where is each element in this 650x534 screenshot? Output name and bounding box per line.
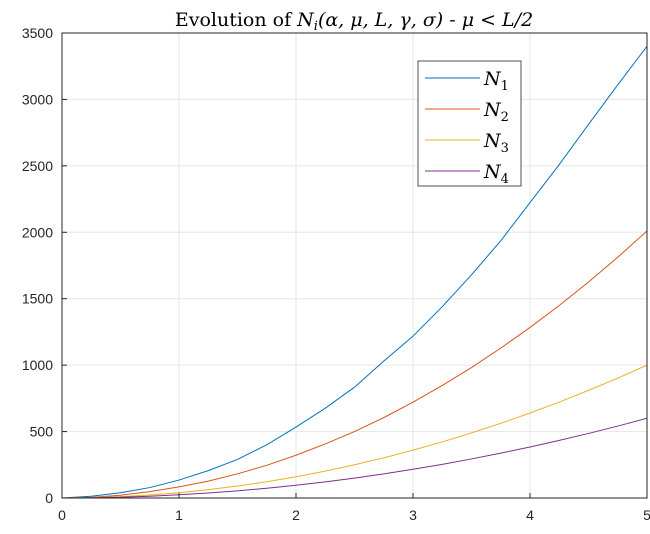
legend-label: N3 (483, 130, 509, 156)
x-tick-label: 1 (175, 507, 183, 523)
chart-title: Evolution of Ni(α, μ, L, γ, σ) - μ < L/2 (175, 9, 533, 34)
y-tick-label: 2000 (22, 224, 53, 240)
axis-ticks: 0 1 2 3 4 5 0 500 1000 1500 2000 2500 3000 3500 (22, 25, 650, 523)
title-suffix: - μ < L/2 (443, 9, 533, 31)
legend-label: N4 (483, 161, 509, 187)
series-lines (61, 45, 648, 499)
legend-label-sub: 3 (501, 141, 509, 156)
series-line-N2 (61, 230, 648, 499)
plot-frame (61, 32, 648, 499)
legend-box (417, 60, 522, 187)
y-tick-label: 0 (45, 490, 53, 506)
x-tick-label: 2 (292, 507, 300, 523)
plot-background (62, 33, 647, 498)
title-sub: i (314, 19, 318, 34)
legend-label-name: N (483, 99, 502, 121)
legend-label-sub: 1 (501, 79, 509, 94)
y-tick-label: 2500 (22, 158, 53, 174)
title-args: (α, μ, L, γ, σ) (318, 9, 443, 31)
series-line-N4 (61, 417, 648, 499)
x-tick-label: 4 (526, 507, 534, 523)
legend-label-sub: 4 (501, 172, 509, 187)
title-math: N (296, 9, 315, 31)
legend-label-name: N (483, 68, 502, 90)
series-line-N3 (61, 364, 648, 499)
y-tick-label: 3000 (22, 91, 53, 107)
legend-label-name: N (483, 161, 502, 183)
legend-label: N2 (483, 99, 509, 125)
series-line-N1 (61, 45, 648, 499)
legend-label-sub: 2 (501, 110, 509, 125)
legend-label-name: N (483, 130, 502, 152)
x-tick-label: 3 (409, 507, 417, 523)
title-prefix: Evolution of (175, 9, 297, 31)
y-tick-label: 1500 (22, 291, 53, 307)
x-tick-label: 0 (58, 507, 66, 523)
x-tick-label: 5 (643, 507, 650, 523)
y-tick-label: 3500 (22, 25, 53, 41)
legend-label: N1 (483, 68, 509, 94)
y-tick-label: 1000 (22, 357, 53, 373)
y-tick-label: 500 (30, 424, 54, 440)
